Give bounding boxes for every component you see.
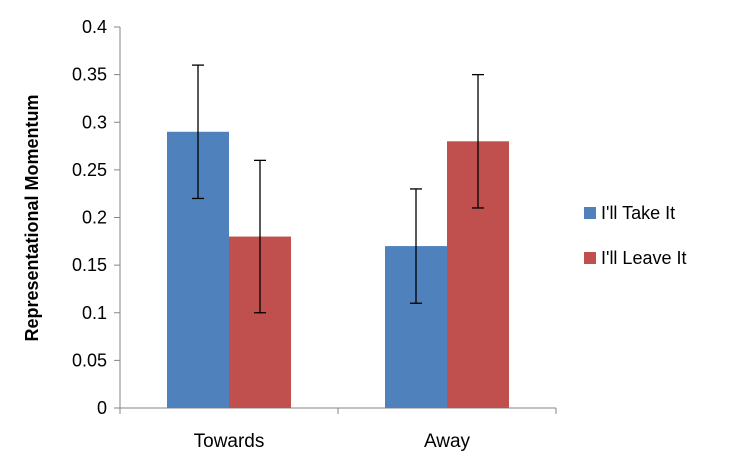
x-ticks: Towards Away [119, 408, 557, 452]
y-axis-title: Representational Momentum [22, 94, 42, 341]
y-ticks: 0 0.05 0.1 0.15 0.2 0.25 0.3 0.35 0.4 [72, 17, 120, 418]
y-tick-label: 0.35 [72, 65, 107, 85]
y-tick-label: 0.4 [82, 17, 107, 37]
x-category-label: Away [424, 431, 471, 452]
y-tick-label: 0.2 [82, 208, 107, 228]
y-tick-label: 0 [97, 398, 107, 418]
legend-label: I'll Leave It [601, 248, 686, 268]
bars [167, 131, 509, 409]
legend: I'll Take It I'll Leave It [584, 203, 686, 268]
legend-swatch [584, 207, 596, 219]
y-tick-label: 0.3 [82, 112, 107, 132]
legend-swatch [584, 252, 596, 264]
error-bars [192, 64, 484, 314]
x-category-label: Towards [194, 431, 265, 452]
y-tick-label: 0.1 [82, 303, 107, 323]
y-tick-label: 0.25 [72, 160, 107, 180]
y-tick-label: 0.15 [72, 255, 107, 275]
legend-label: I'll Take It [601, 203, 675, 223]
y-tick-label: 0.05 [72, 350, 107, 370]
